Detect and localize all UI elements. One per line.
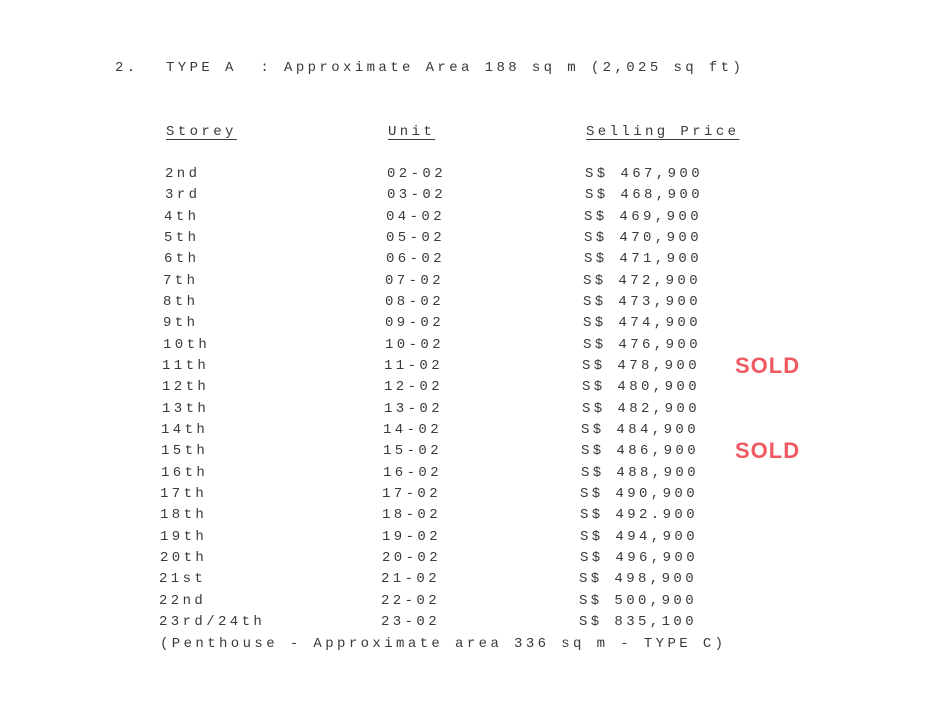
table-row: 23rd/24th 23-02 S$ 835,100	[0, 614, 943, 635]
price-cell: S$ 484,900	[581, 421, 700, 438]
column-header-unit: Unit	[388, 124, 436, 140]
storey-cell: 8th	[163, 293, 199, 310]
sold-stamp: SOLD	[735, 352, 801, 378]
table-row: 15th 15-02 S$ 486,900 SOLD	[0, 439, 943, 464]
table-row: 11th 11-02 S$ 478,900 SOLD	[0, 353, 943, 379]
table-row: 16th 16-02 S$ 488,900	[0, 465, 943, 486]
storey-cell: 20th	[160, 549, 208, 566]
unit-cell: 13-02	[384, 400, 444, 417]
table-row: 14th 14-02 S$ 484,900	[0, 422, 943, 443]
price-cell: S$ 490,900	[580, 485, 699, 502]
unit-cell: 22-02	[381, 592, 441, 609]
table-row: 20th 20-02 S$ 496,900	[0, 550, 943, 571]
table-row: 17th 17-02 S$ 490,900	[0, 486, 943, 507]
unit-cell: 10-02	[385, 336, 445, 353]
table-row: 13th 13-02 S$ 482,900	[0, 401, 943, 422]
storey-cell: 4th	[164, 208, 200, 225]
sold-stamp: SOLD	[735, 438, 801, 464]
price-cell: S$ 474,900	[583, 315, 702, 332]
storey-cell: 9th	[163, 315, 199, 332]
price-cell: S$ 494,900	[580, 528, 699, 545]
price-cell: S$ 492.900	[580, 507, 699, 524]
unit-cell: 08-02	[385, 293, 445, 310]
column-header-price: Selling Price	[586, 124, 740, 140]
unit-cell: 14-02	[383, 421, 443, 438]
price-cell: S$ 472,900	[583, 272, 702, 289]
unit-cell: 04-02	[386, 208, 446, 225]
price-cell: S$ 467,900	[585, 166, 704, 182]
table-row: 6th 06-02 S$ 471,900	[0, 251, 943, 272]
storey-cell: 15th	[161, 443, 209, 460]
table-row: 18th 18-02 S$ 492.900	[0, 507, 943, 528]
unit-cell: 03-02	[387, 187, 447, 204]
storey-cell: 18th	[160, 507, 208, 524]
unit-cell: 16-02	[383, 464, 443, 481]
unit-cell: 06-02	[386, 251, 446, 268]
price-cell: S$ 478,900	[582, 357, 701, 374]
table-row: 9th 09-02 S$ 474,900	[0, 315, 943, 336]
storey-cell: 17th	[160, 485, 208, 502]
table-row: 8th 08-02 S$ 473,900	[0, 294, 943, 315]
price-cell: S$ 835,100	[579, 613, 698, 630]
storey-cell: 5th	[164, 229, 200, 246]
storey-cell: 12th	[162, 379, 210, 396]
price-cell: S$ 498,900	[579, 571, 698, 588]
unit-cell: 18-02	[382, 507, 442, 524]
price-cell: S$ 500,900	[579, 592, 698, 609]
unit-cell: 17-02	[382, 485, 442, 502]
unit-cell: 05-02	[386, 229, 446, 246]
table-row: 19th 19-02 S$ 494,900	[0, 529, 943, 550]
section-number: 2.	[115, 60, 139, 76]
storey-cell: 19th	[160, 528, 208, 545]
table-row: 5th 05-02 S$ 470,900	[0, 230, 943, 251]
table-row: 4th 04-02 S$ 469,900	[0, 209, 943, 230]
storey-cell: 6th	[164, 251, 200, 268]
price-cell: S$ 470,900	[584, 229, 703, 246]
storey-cell: 23rd/24th	[159, 613, 266, 630]
unit-cell: 09-02	[385, 315, 445, 332]
unit-cell: 19-02	[382, 528, 442, 545]
storey-cell: 13th	[162, 400, 210, 417]
storey-cell: 16th	[161, 464, 209, 481]
unit-cell: 11-02	[384, 357, 444, 374]
price-cell: S$ 473,900	[583, 293, 702, 310]
table-row: 10th 10-02 S$ 476,900	[0, 337, 943, 358]
storey-cell: 11th	[162, 357, 210, 374]
storey-cell: 14th	[161, 421, 209, 438]
unit-cell: 07-02	[385, 272, 445, 289]
table-row: 12th 12-02 S$ 480,900	[0, 379, 943, 400]
storey-cell: 21st	[159, 571, 207, 588]
storey-cell: 3rd	[165, 187, 201, 204]
storey-cell: 7th	[163, 272, 199, 289]
unit-cell: 15-02	[383, 443, 443, 460]
price-cell: S$ 486,900	[581, 443, 700, 460]
unit-cell: 12-02	[384, 379, 444, 396]
table-row: 21st 21-02 S$ 498,900	[0, 571, 943, 592]
unit-cell: 02-02	[387, 166, 447, 182]
price-cell: S$ 488,900	[581, 464, 700, 481]
price-cell: S$ 482,900	[582, 400, 701, 417]
price-cell: S$ 471,900	[584, 251, 703, 268]
storey-cell: 10th	[163, 336, 211, 353]
unit-cell: 23-02	[381, 613, 441, 630]
price-cell: S$ 496,900	[580, 549, 699, 566]
price-cell: S$ 469,900	[584, 208, 703, 225]
table-row: 22nd 22-02 S$ 500,900	[0, 593, 943, 614]
table-row: 2nd 02-02 S$ 467,900	[0, 166, 943, 187]
table-row: 3rd 03-02 S$ 468,900	[0, 187, 943, 208]
price-cell: S$ 480,900	[582, 379, 701, 396]
column-header-storey: Storey	[166, 124, 237, 140]
penthouse-footnote: (Penthouse - Approximate area 336 sq m -…	[160, 636, 727, 652]
unit-cell: 21-02	[381, 571, 441, 588]
unit-cell: 20-02	[382, 549, 442, 566]
section-title: TYPE A : Approximate Area 188 sq m (2,02…	[166, 60, 745, 76]
storey-cell: 22nd	[159, 592, 207, 609]
price-cell: S$ 476,900	[583, 336, 702, 353]
storey-cell: 2nd	[165, 166, 201, 182]
price-cell: S$ 468,900	[585, 187, 704, 204]
table-row: 7th 07-02 S$ 472,900	[0, 273, 943, 294]
